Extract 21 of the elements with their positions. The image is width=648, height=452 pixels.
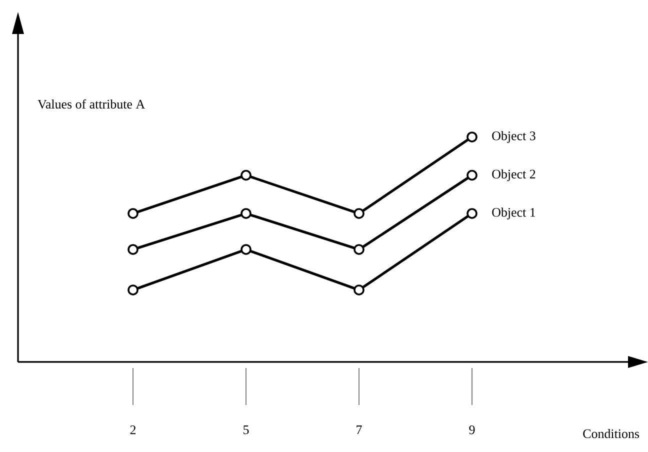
series-label: Object 3 [492,131,536,143]
series-label: Object 1 [492,208,536,220]
point [128,284,138,296]
x-tick-label: 2 [130,426,136,434]
point [466,208,478,219]
x-tick-label: 9 [469,426,475,434]
point [354,208,364,219]
point [240,244,252,255]
x-tick-label: 5 [244,426,249,434]
point [240,170,252,181]
point [466,170,478,181]
x-tick-label: 7 [356,426,362,434]
point [354,284,364,296]
x-axis-title: Conditions [583,429,640,438]
point [128,208,138,219]
point [354,244,364,255]
point [128,244,138,255]
y-axis-title: Values of attribute A [38,99,145,109]
series-label: Object 2 [492,169,536,182]
point [240,208,252,219]
point [466,132,478,142]
